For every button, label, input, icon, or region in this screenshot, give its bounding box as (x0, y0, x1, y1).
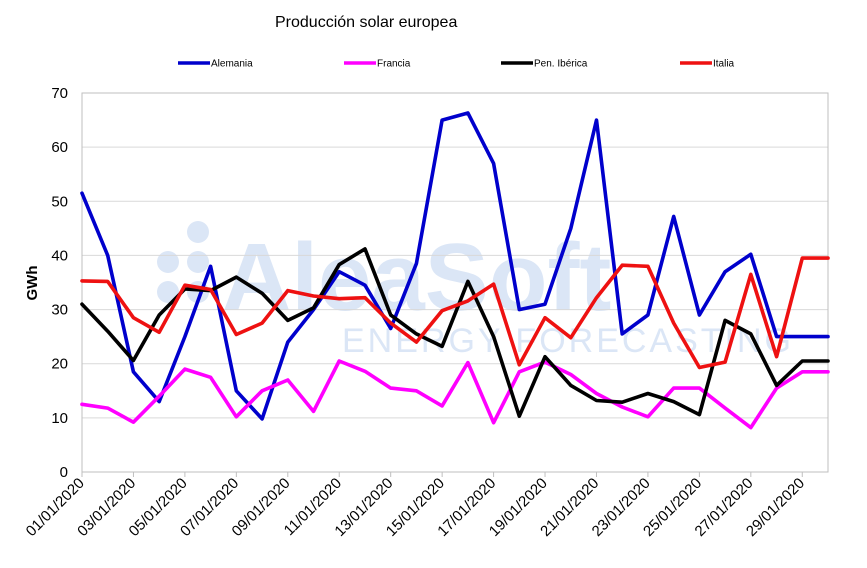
series-line-alemania (80, 111, 830, 421)
legend-label: Italia (713, 59, 735, 70)
watermark-logo-dot (187, 221, 209, 243)
y-tick-label: 40 (51, 247, 68, 264)
y-tick-label: 50 (51, 193, 68, 210)
y-tick-label: 70 (51, 85, 68, 102)
y-axis: 0 10 20 30 40 50 60 70 (51, 85, 68, 481)
series-line-francia (80, 359, 830, 430)
legend: Alemania Francia Pen. Ibérica Italia (178, 59, 735, 70)
legend-label: Francia (377, 59, 411, 70)
legend-label: Alemania (211, 59, 253, 70)
series-lines (80, 111, 830, 430)
watermark-logo-dot (157, 281, 179, 303)
y-tick-label: 0 (60, 464, 68, 481)
chart-title: Producción solar europea (275, 14, 457, 31)
y-tick-label: 20 (51, 356, 68, 373)
y-tick-label: 30 (51, 302, 68, 319)
y-tick-label: 10 (51, 410, 68, 427)
y-axis-label: GWh (24, 266, 41, 301)
watermark-logo-dot (187, 251, 209, 273)
y-tick-label: 60 (51, 139, 68, 156)
legend-label: Pen. Ibérica (534, 59, 588, 70)
watermark: AleaSoft ENERGY FORECASTING (157, 221, 791, 360)
watermark-logo-dot (157, 251, 179, 273)
watermark-brand: AleaSoft (222, 224, 611, 331)
series-line-italia (80, 256, 830, 370)
x-axis: 01/01/202003/01/202005/01/202007/01/2020… (23, 472, 808, 540)
